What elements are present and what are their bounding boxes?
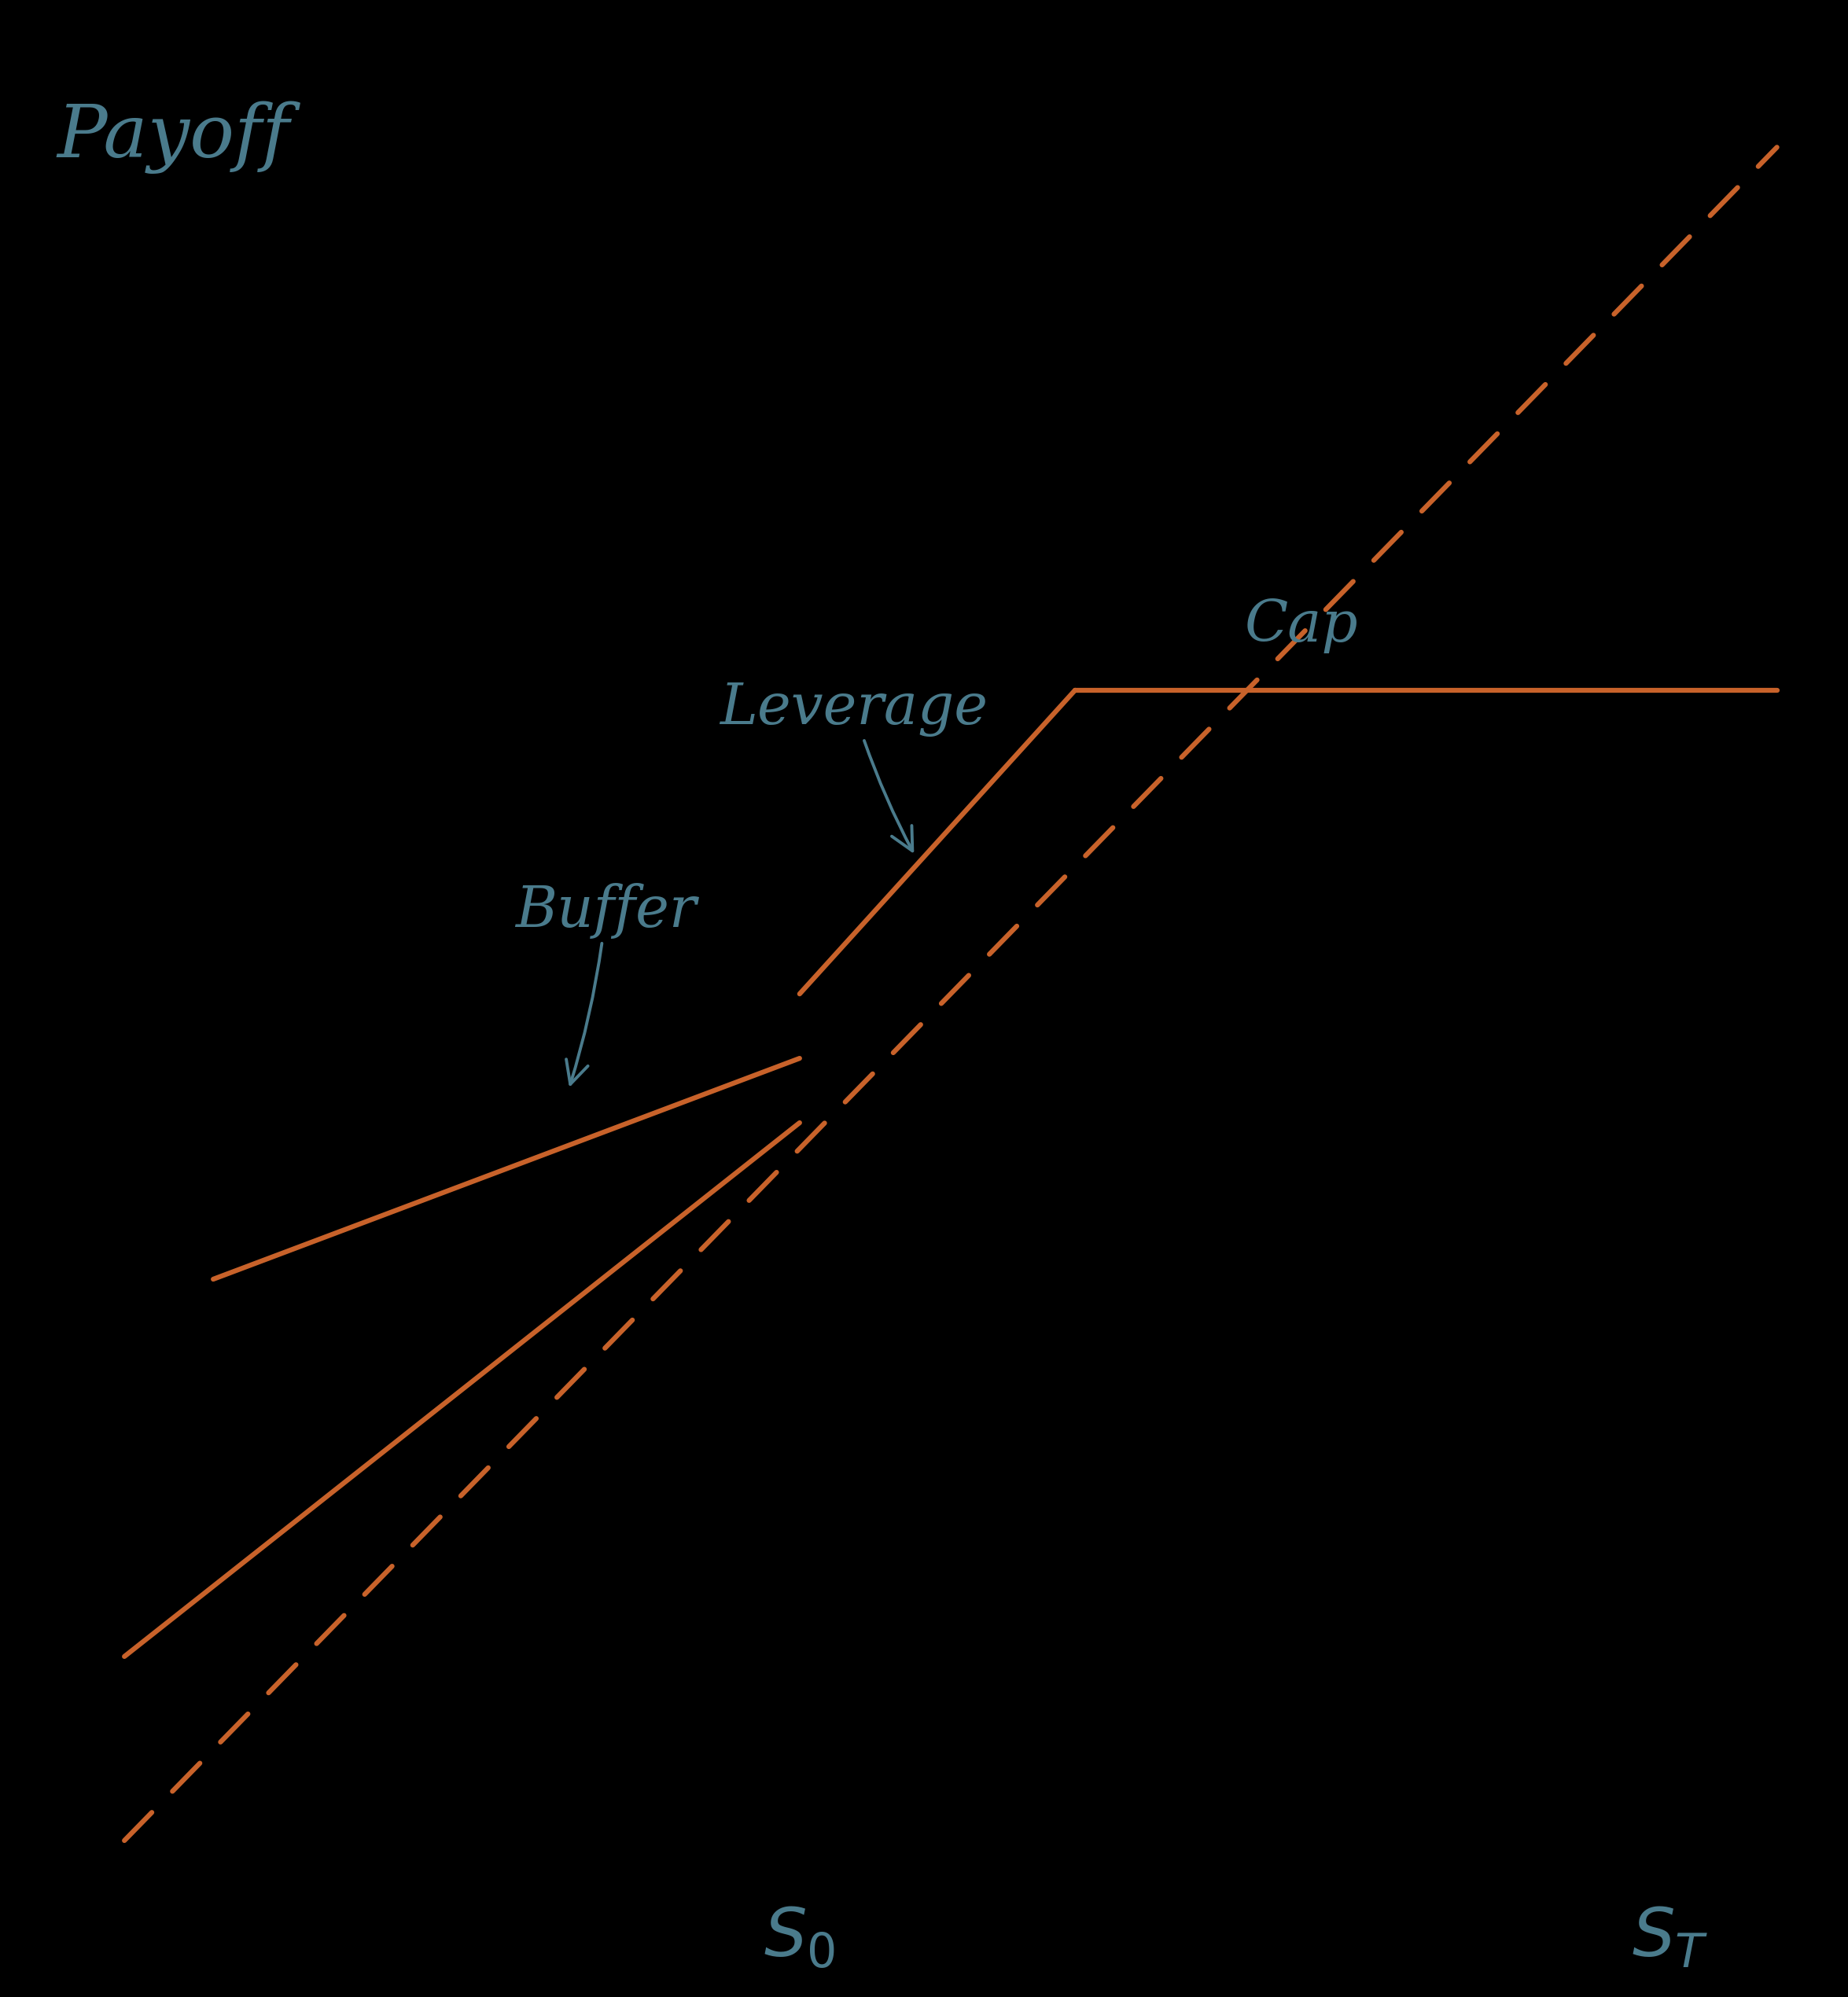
Text: Cap: Cap bbox=[1244, 597, 1358, 653]
Text: Payoff: Payoff bbox=[57, 102, 290, 174]
Text: Buffer: Buffer bbox=[516, 883, 697, 1084]
Text: $S_T$: $S_T$ bbox=[1632, 1905, 1709, 1969]
Text: $S_0$: $S_0$ bbox=[763, 1905, 835, 1971]
Text: Leverage: Leverage bbox=[719, 681, 989, 851]
